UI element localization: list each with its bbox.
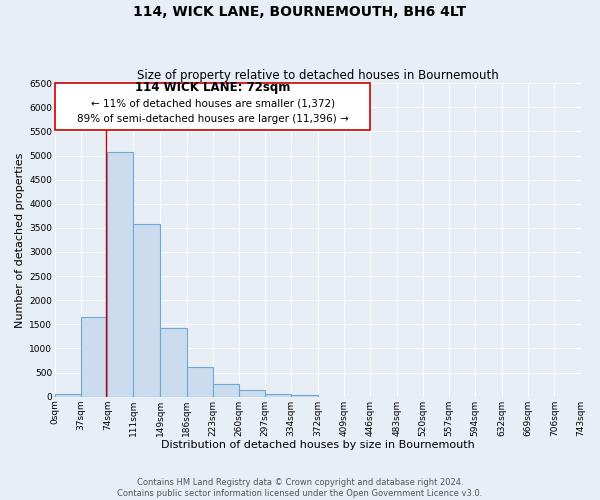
Text: 114 WICK LANE: 72sqm: 114 WICK LANE: 72sqm — [135, 82, 290, 94]
Bar — [239, 390, 265, 396]
Bar — [291, 395, 318, 396]
Text: ← 11% of detached houses are smaller (1,372): ← 11% of detached houses are smaller (1,… — [91, 98, 335, 108]
Bar — [133, 224, 160, 396]
Bar — [160, 328, 187, 396]
Bar — [187, 368, 212, 396]
X-axis label: Distribution of detached houses by size in Bournemouth: Distribution of detached houses by size … — [161, 440, 475, 450]
Text: 89% of semi-detached houses are larger (11,396) →: 89% of semi-detached houses are larger (… — [77, 114, 349, 124]
FancyBboxPatch shape — [55, 83, 370, 130]
Text: Contains HM Land Registry data © Crown copyright and database right 2024.
Contai: Contains HM Land Registry data © Crown c… — [118, 478, 482, 498]
Text: 114, WICK LANE, BOURNEMOUTH, BH6 4LT: 114, WICK LANE, BOURNEMOUTH, BH6 4LT — [133, 5, 467, 19]
Bar — [212, 384, 239, 396]
Bar — [81, 317, 107, 396]
Title: Size of property relative to detached houses in Bournemouth: Size of property relative to detached ho… — [137, 69, 499, 82]
Bar — [107, 152, 133, 396]
Bar — [265, 394, 291, 396]
Y-axis label: Number of detached properties: Number of detached properties — [15, 152, 25, 328]
Bar — [55, 394, 81, 396]
